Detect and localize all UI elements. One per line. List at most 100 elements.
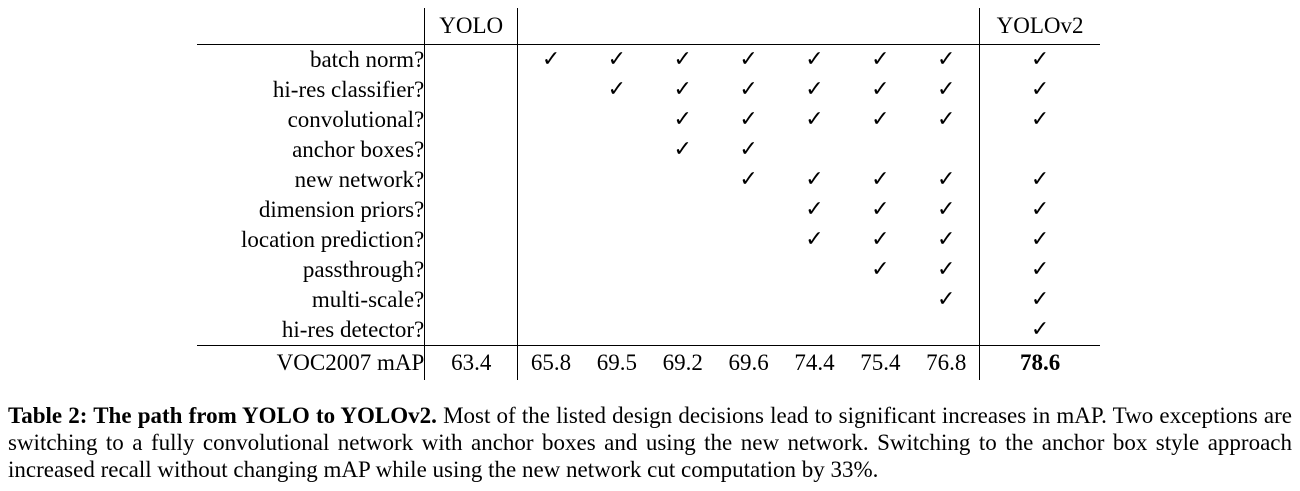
empty-cell — [716, 285, 782, 315]
table-row: passthrough? ✓ ✓ ✓ — [197, 255, 1100, 285]
check-mark: ✓ — [607, 47, 627, 72]
check-mark: ✓ — [805, 77, 824, 102]
yolo-cell — [424, 195, 519, 225]
map-yolov2-value: 78.6 — [979, 345, 1100, 380]
check-mark: ✓ — [936, 227, 956, 252]
check-mark: ✓ — [673, 137, 692, 162]
yolo-cell — [424, 105, 519, 135]
empty-cell — [518, 255, 584, 285]
check-mark: ✓ — [871, 227, 890, 252]
yolov2-check-mark: ✓ — [979, 195, 1100, 225]
yolo-cell — [424, 44, 519, 75]
map-value: 69.6 — [715, 345, 782, 380]
header-mid-cell — [517, 8, 584, 45]
check-mark: ✓ — [541, 47, 561, 72]
empty-cell — [518, 285, 584, 315]
table-header-row: YOLO YOLOv2 — [197, 8, 1100, 45]
empty-cell — [650, 285, 716, 315]
caption-lead: Table 2: The path from YOLO to YOLOv2. — [8, 403, 437, 428]
yolov2-check-mark: ✓ — [979, 75, 1100, 105]
empty-cell — [650, 255, 716, 285]
empty-cell — [584, 225, 650, 255]
table-row: dimension priors? ✓ ✓ ✓ ✓ — [197, 195, 1100, 225]
yolov2-empty-cell — [979, 135, 1100, 165]
row-label: hi-res classifier? — [197, 75, 426, 105]
map-yolo-value: 63.4 — [424, 345, 519, 380]
check-mark: ✓ — [871, 47, 890, 72]
map-value: 69.2 — [649, 345, 716, 380]
empty-cell — [913, 135, 979, 165]
empty-cell — [518, 105, 584, 135]
empty-cell — [847, 285, 913, 315]
check-mark: ✓ — [805, 107, 824, 132]
yolo-cell — [424, 135, 519, 165]
yolo-cell — [424, 225, 519, 255]
empty-cell — [716, 315, 782, 346]
check-mark: ✓ — [673, 107, 692, 132]
table-caption: Table 2: The path from YOLO to YOLOv2. M… — [8, 402, 1292, 483]
row-label: hi-res detector? — [197, 315, 426, 346]
check-mark: ✓ — [871, 257, 890, 282]
check-mark: ✓ — [871, 167, 890, 192]
empty-cell — [847, 315, 913, 346]
check-mark: ✓ — [805, 197, 824, 222]
empty-cell — [584, 315, 650, 346]
header-yolov2: YOLOv2 — [979, 8, 1100, 45]
empty-cell — [518, 315, 584, 346]
check-mark: ✓ — [936, 107, 956, 132]
check-mark: ✓ — [936, 287, 956, 312]
empty-cell — [650, 165, 716, 195]
yolo-cell — [424, 75, 519, 105]
map-value: 76.8 — [913, 345, 980, 380]
map-row-label: VOC2007 mAP — [197, 345, 426, 380]
map-row: VOC2007 mAP 63.4 65.8 69.5 69.2 69.6 74.… — [197, 345, 1100, 380]
map-value: 75.4 — [847, 345, 914, 380]
check-mark: ✓ — [871, 77, 890, 102]
yolov2-check-mark: ✓ — [979, 105, 1100, 135]
row-label: passthrough? — [197, 255, 426, 285]
table-row: convolutional? ✓ ✓ ✓ ✓ ✓ ✓ — [197, 105, 1100, 135]
empty-cell — [716, 255, 782, 285]
header-yolo: YOLO — [424, 8, 519, 45]
map-value: 65.8 — [517, 345, 584, 380]
empty-cell — [518, 225, 584, 255]
row-label: multi-scale? — [197, 285, 426, 315]
empty-cell — [782, 285, 848, 315]
row-label: batch norm? — [197, 44, 426, 75]
empty-cell — [584, 165, 650, 195]
empty-cell — [584, 105, 650, 135]
empty-cell — [782, 315, 848, 346]
yolov2-check-mark: ✓ — [979, 315, 1100, 346]
empty-cell — [716, 225, 782, 255]
table-row: batch norm? ✓ ✓ ✓ ✓ ✓ ✓ ✓ ✓ — [197, 44, 1100, 75]
check-mark: ✓ — [805, 227, 824, 252]
check-mark: ✓ — [739, 167, 758, 192]
check-mark: ✓ — [936, 197, 956, 222]
check-mark: ✓ — [936, 167, 956, 192]
table-row: hi-res classifier? ✓ ✓ ✓ ✓ ✓ ✓ ✓ — [197, 75, 1100, 105]
yolo-cell — [424, 255, 519, 285]
table-row: multi-scale? ✓ ✓ — [197, 285, 1100, 315]
row-label: convolutional? — [197, 105, 426, 135]
check-mark: ✓ — [936, 47, 956, 72]
check-mark: ✓ — [739, 47, 758, 72]
yolov2-check-mark: ✓ — [979, 225, 1100, 255]
yolov2-check-mark: ✓ — [979, 255, 1100, 285]
empty-cell — [584, 255, 650, 285]
empty-cell — [584, 195, 650, 225]
empty-cell — [650, 195, 716, 225]
check-mark: ✓ — [673, 77, 692, 102]
empty-cell — [782, 135, 848, 165]
empty-cell — [716, 195, 782, 225]
table-row: anchor boxes? ✓ ✓ — [197, 135, 1100, 165]
check-mark: ✓ — [936, 77, 956, 102]
check-mark: ✓ — [805, 167, 824, 192]
empty-cell — [913, 315, 979, 346]
map-value: 69.5 — [583, 345, 650, 380]
empty-cell — [518, 75, 584, 105]
empty-cell — [584, 285, 650, 315]
empty-cell — [847, 135, 913, 165]
yolo-cell — [424, 165, 519, 195]
yolov2-check-mark: ✓ — [979, 44, 1100, 75]
check-mark: ✓ — [607, 77, 627, 102]
